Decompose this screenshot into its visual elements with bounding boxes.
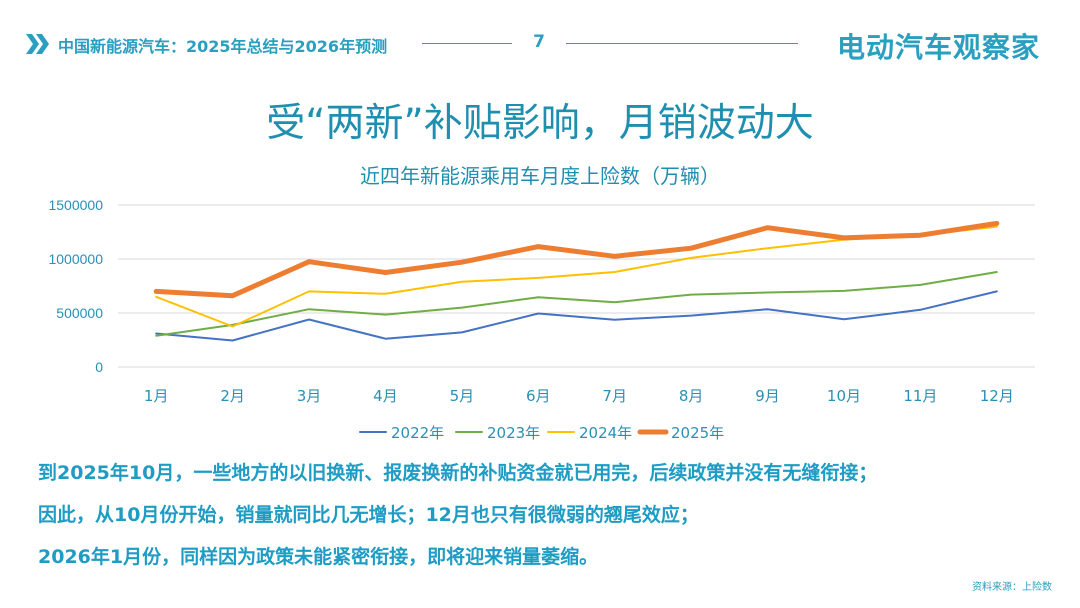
legend-label: 2024年 — [579, 424, 632, 442]
page-title: 受“两新”补贴影响，月销波动大 — [266, 101, 814, 146]
line-chart: 0 500000 1000000 1500000 1月 2月 3月 4月 5月 6月 7月 8月 9月 1… — [48, 197, 1035, 442]
series-line — [155, 225, 998, 328]
body-text-line-2: 因此，从10月份开始，销量就同比几无增长；12月也只有很微弱的翘尾效应； — [38, 504, 699, 526]
x-tick-label: 11月 — [903, 387, 937, 405]
x-tick-label: 6月 — [526, 387, 551, 405]
y-tick-label: 1500000 — [48, 197, 103, 213]
chart-title: 近四年新能源乘用车月度上险数（万辆） — [360, 164, 720, 188]
legend-label: 2023年 — [487, 424, 540, 442]
x-tick-label: 3月 — [297, 387, 322, 405]
x-tick-label: 10月 — [827, 387, 861, 405]
series-line — [153, 220, 1000, 299]
brand-logo: 电动汽车观察家 — [836, 31, 1040, 64]
x-tick-label: 1月 — [144, 387, 169, 405]
header-divider-left — [422, 43, 512, 44]
header-divider-right — [566, 43, 798, 44]
series-line — [155, 271, 998, 337]
series-line — [155, 290, 998, 342]
x-tick-label: 8月 — [679, 387, 704, 405]
x-tick-label: 5月 — [450, 387, 475, 405]
x-tick-label: 4月 — [373, 387, 398, 405]
body-text-line-1: 到2025年10月，一些地方的以旧换新、报废换新的补贴资金就已用完，后续政策并没… — [38, 462, 878, 484]
legend-label: 2025年 — [671, 424, 724, 442]
y-tick-label: 0 — [95, 359, 103, 375]
header-title: 中国新能源汽车：2025年总结与2026年预测 — [58, 37, 388, 56]
page-number: 7 — [533, 32, 545, 52]
x-tick-label: 12月 — [980, 387, 1014, 405]
x-tick-label: 7月 — [602, 387, 627, 405]
y-tick-label: 500000 — [56, 305, 103, 321]
source-note: 资料来源：上险数 — [972, 582, 1052, 593]
x-tick-label: 2月 — [220, 387, 245, 405]
y-tick-label: 1000000 — [48, 251, 103, 267]
body-text-line-3: 2026年1月份，同样因为政策未能紧密衔接，即将迎来销量萎缩。 — [38, 546, 599, 568]
x-tick-label: 9月 — [755, 387, 780, 405]
legend-label: 2022年 — [391, 424, 444, 442]
chevron-double-right-icon — [26, 34, 49, 54]
